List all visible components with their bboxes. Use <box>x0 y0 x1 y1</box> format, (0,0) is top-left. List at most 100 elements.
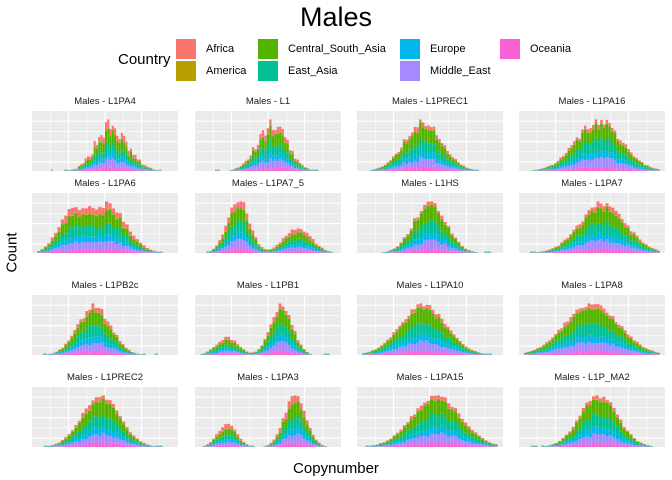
histogram-bar-europe <box>491 445 495 447</box>
histogram-bar-oceania <box>103 351 107 355</box>
histogram-bar-central-south-asia <box>407 318 411 330</box>
histogram-bar-east-asia <box>278 323 282 336</box>
histogram-bar-central-south-asia <box>536 348 540 351</box>
histogram-bar-middle-east <box>569 248 573 252</box>
histogram-bar-east-asia <box>656 251 660 253</box>
histogram-bar-oceania <box>623 353 627 355</box>
histogram-bar-africa <box>124 347 128 349</box>
histogram-bar-africa <box>115 334 119 337</box>
histogram-bar-oceania <box>430 167 433 171</box>
histogram-bar-central-south-asia <box>127 156 130 161</box>
histogram-bar-middle-east <box>426 239 430 248</box>
histogram-bar-middle-east <box>58 353 62 355</box>
histogram-bar-oceania <box>436 444 441 447</box>
histogram-bar-middle-east <box>293 248 297 252</box>
histogram-bar-middle-east <box>629 443 633 447</box>
histogram-bar-east-asia <box>386 166 390 168</box>
histogram-bar-middle-east <box>142 445 146 447</box>
histogram-bar-america <box>440 400 444 402</box>
histogram-bar-east-asia <box>406 430 410 438</box>
histogram-bar-america <box>433 206 437 208</box>
histogram-bar-central-south-asia <box>561 438 565 442</box>
histogram-bar-east-asia <box>266 341 270 347</box>
histogram-bar-east-asia <box>287 241 291 246</box>
histogram-bar-middle-east <box>73 349 77 354</box>
histogram-bar-oceania <box>616 168 620 171</box>
histogram-bar-east-asia <box>105 223 109 235</box>
histogram-bar-middle-east <box>626 349 630 354</box>
histogram-bar-africa <box>386 162 390 164</box>
histogram-bar-europe <box>554 346 558 350</box>
histogram-bar-middle-east <box>296 246 300 251</box>
histogram-bar-africa <box>266 249 270 251</box>
histogram-bar-middle-east <box>621 163 625 169</box>
histogram-bar-middle-east <box>111 437 116 444</box>
histogram-bar-east-asia <box>585 419 589 430</box>
histogram-bar-africa <box>132 435 136 437</box>
histogram-bar-europe <box>455 348 459 351</box>
histogram-bar-europe <box>587 334 591 342</box>
histogram-bar-oceania <box>399 252 403 253</box>
histogram-bar-america <box>432 129 436 131</box>
histogram-bar-middle-east <box>118 351 122 354</box>
histogram-bar-middle-east <box>430 159 433 168</box>
histogram-bar-europe <box>94 236 99 243</box>
histogram-bar-central-south-asia <box>584 309 588 325</box>
histogram-bar-europe <box>106 343 110 348</box>
histogram-bar-oceania <box>64 250 68 253</box>
histogram-bar-east-asia <box>73 340 77 347</box>
histogram-bar-europe <box>98 157 101 163</box>
histogram-bar-east-asia <box>608 419 613 430</box>
histogram-bar-europe <box>132 247 136 250</box>
histogram-bar-europe <box>218 350 222 352</box>
histogram-bar-central-south-asia <box>584 217 588 230</box>
histogram-bar-central-south-asia <box>443 148 447 157</box>
histogram-bar-africa <box>132 154 135 159</box>
histogram-bar-east-asia <box>314 248 318 250</box>
histogram-bar-europe <box>581 431 586 438</box>
histogram-bar-oceania <box>132 251 136 253</box>
histogram-bar-middle-east <box>619 441 623 446</box>
histogram-bar-east-asia <box>118 428 122 436</box>
histogram-bar-africa <box>446 326 450 329</box>
histogram-bar-oceania <box>60 250 65 253</box>
histogram-bar-middle-east <box>302 248 306 252</box>
histogram-bar-central-south-asia <box>402 427 407 434</box>
histogram-bar-africa <box>446 226 451 228</box>
histogram-bar-central-south-asia <box>396 246 400 249</box>
histogram-bar-central-south-asia <box>275 436 279 440</box>
histogram-bar-east-asia <box>303 168 307 170</box>
histogram-bar-europe <box>82 340 86 345</box>
histogram-bar-central-south-asia <box>105 404 109 420</box>
histogram-bar-central-south-asia <box>81 214 85 227</box>
histogram-bar-central-south-asia <box>624 147 628 155</box>
histogram-bar-central-south-asia <box>572 316 576 332</box>
histogram-bar-oceania <box>276 168 279 171</box>
histogram-bar-east-asia <box>89 163 92 167</box>
histogram-bar-central-south-asia <box>128 434 133 439</box>
histogram-bar-oceania <box>128 445 133 447</box>
histogram-bar-oceania <box>559 169 562 171</box>
histogram-bar-africa <box>82 318 86 322</box>
histogram-bar-europe <box>578 336 582 343</box>
histogram-bar-east-asia <box>138 164 142 167</box>
histogram-bar-africa <box>269 119 272 126</box>
histogram-bar-middle-east <box>596 240 600 251</box>
histogram-bar-middle-east <box>296 351 300 354</box>
histogram-bar-east-asia <box>463 250 468 252</box>
histogram-bar-europe <box>440 161 444 165</box>
histogram-bar-oceania <box>100 168 103 171</box>
histogram-bar-oceania <box>440 352 444 355</box>
histogram-bar-east-asia <box>405 152 409 160</box>
histogram-bar-oceania <box>467 445 471 447</box>
histogram-bar-central-south-asia <box>554 335 558 342</box>
histogram-bar-middle-east <box>559 167 562 170</box>
histogram-bar-east-asia <box>436 416 441 429</box>
histogram-bar-east-asia <box>224 435 228 440</box>
histogram-bar-middle-east <box>545 169 549 171</box>
histogram-bar-africa <box>302 348 306 350</box>
histogram-bar-europe <box>427 154 430 160</box>
histogram-bar-africa <box>106 321 110 326</box>
histogram-bar-oceania <box>467 354 471 355</box>
histogram-bar-central-south-asia <box>638 161 641 165</box>
